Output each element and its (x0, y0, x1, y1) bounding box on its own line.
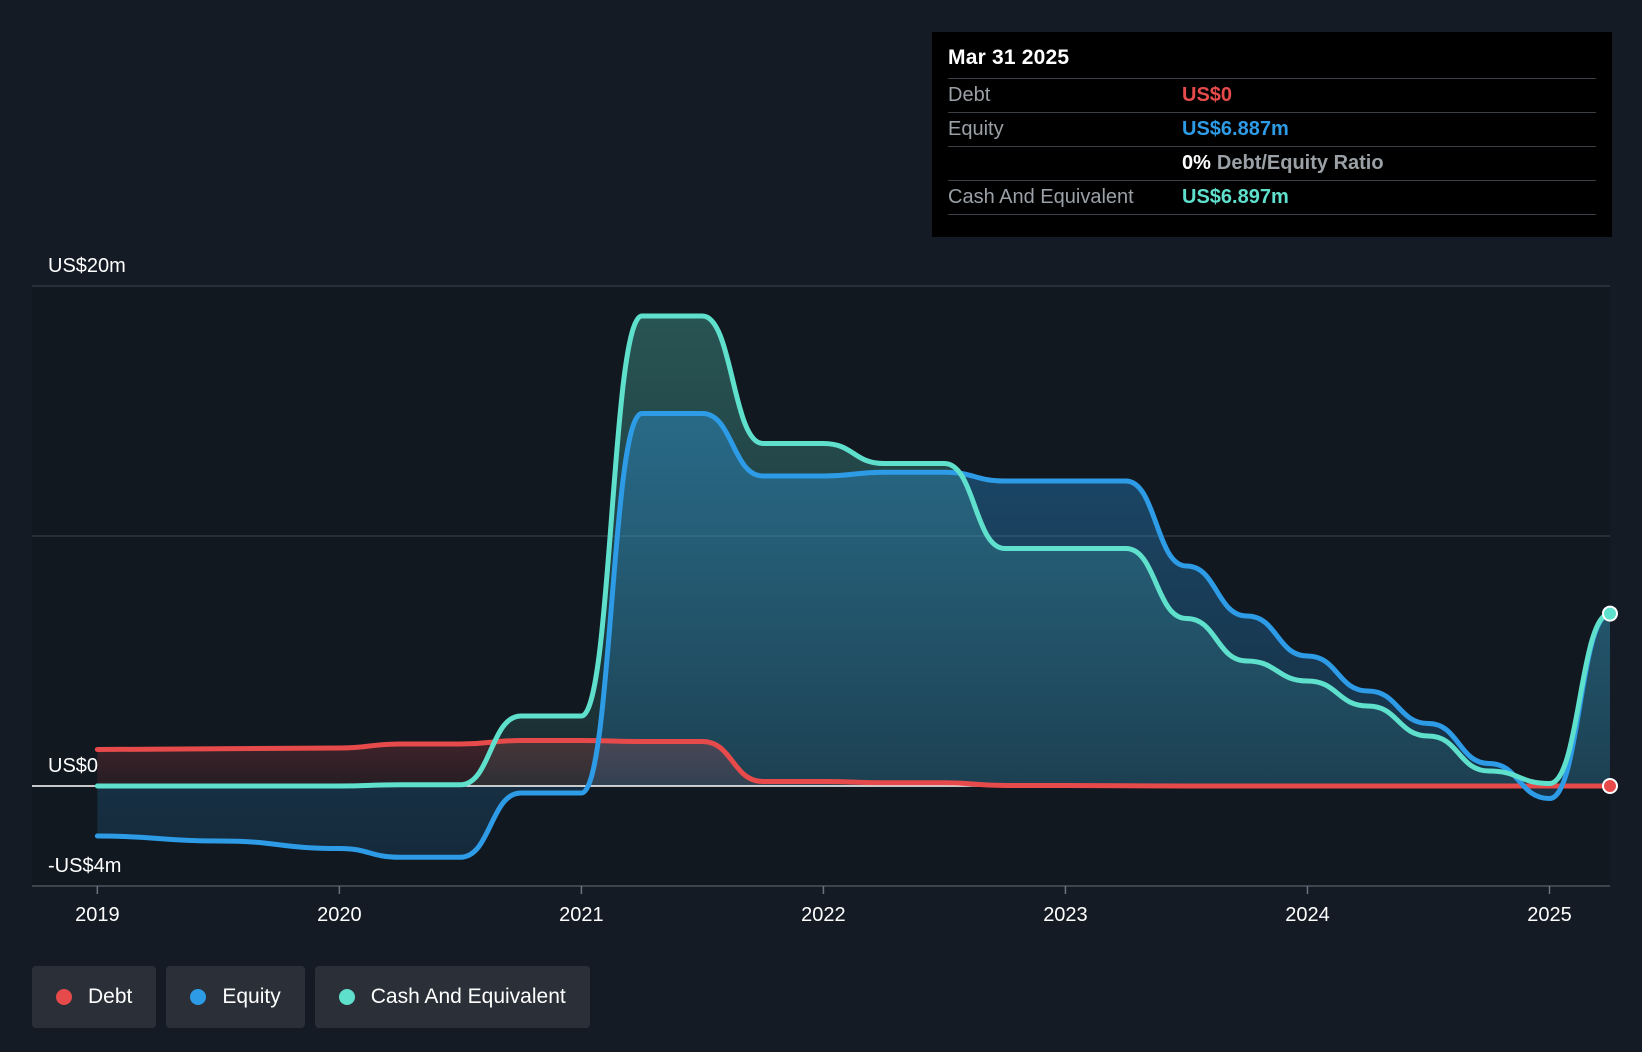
debt-line (94, 738, 1613, 789)
cash-end-marker[interactable] (1602, 605, 1618, 622)
tooltip-ratio-label: Debt/Equity Ratio (1216, 152, 1384, 174)
tooltip-cash-value: US$6.897m (1182, 186, 1289, 208)
legend: Debt Equity Cash And Equivalent (32, 966, 590, 1028)
legend-item-cash[interactable]: Cash And Equivalent (314, 966, 590, 1028)
tooltip-debt-label: Debt (948, 84, 991, 106)
x-tick-label: 2022 (801, 904, 846, 926)
tooltip-ratio-value: 0% (1182, 152, 1211, 174)
tooltip: Mar 31 2025 Debt US$0 Equity US$6.887m 0… (932, 32, 1612, 237)
cash-line (94, 313, 1613, 789)
x-tick-label: 2024 (1285, 904, 1330, 926)
tooltip-row-ratio: 0% Debt/Equity Ratio (948, 146, 1596, 181)
tooltip-equity-value: US$6.887m (1182, 118, 1289, 140)
y-tick-label: US$20m (48, 255, 126, 277)
equity-area (97, 413, 1611, 858)
debt-dot-icon (56, 989, 72, 1005)
tooltip-debt-value: US$0 (1182, 84, 1233, 106)
y-tick-label: -US$4m (48, 855, 121, 877)
x-tick-label: 2025 (1527, 904, 1572, 926)
tooltip-cash-label: Cash And Equivalent (948, 186, 1134, 208)
x-tick-label: 2019 (75, 904, 120, 926)
legend-label-debt: Debt (88, 985, 133, 1008)
legend-label-equity: Equity (222, 985, 281, 1008)
tooltip-row-cash: Cash And Equivalent US$6.897m (948, 181, 1596, 215)
cash-dot-icon (338, 989, 355, 1005)
x-tick-label: 2023 (1043, 904, 1088, 926)
tooltip-row-equity: Equity US$6.887m (948, 113, 1596, 146)
equity-line (94, 411, 1613, 860)
y-tick-label: US$0 (48, 755, 98, 777)
equity-dot-icon (190, 989, 207, 1005)
tooltip-date: Mar 31 2025 (948, 46, 1596, 79)
x-tick-label: 2021 (559, 904, 604, 926)
tooltip-row-debt: Debt US$0 (948, 79, 1596, 113)
tooltip-equity-label: Equity (948, 118, 1004, 140)
legend-label-cash: Cash And Equivalent (370, 985, 566, 1008)
x-tick-label: 2020 (317, 904, 362, 926)
legend-item-equity[interactable]: Equity (166, 966, 305, 1028)
debt-end-marker[interactable] (1602, 778, 1618, 794)
legend-item-debt[interactable]: Debt (32, 966, 157, 1028)
